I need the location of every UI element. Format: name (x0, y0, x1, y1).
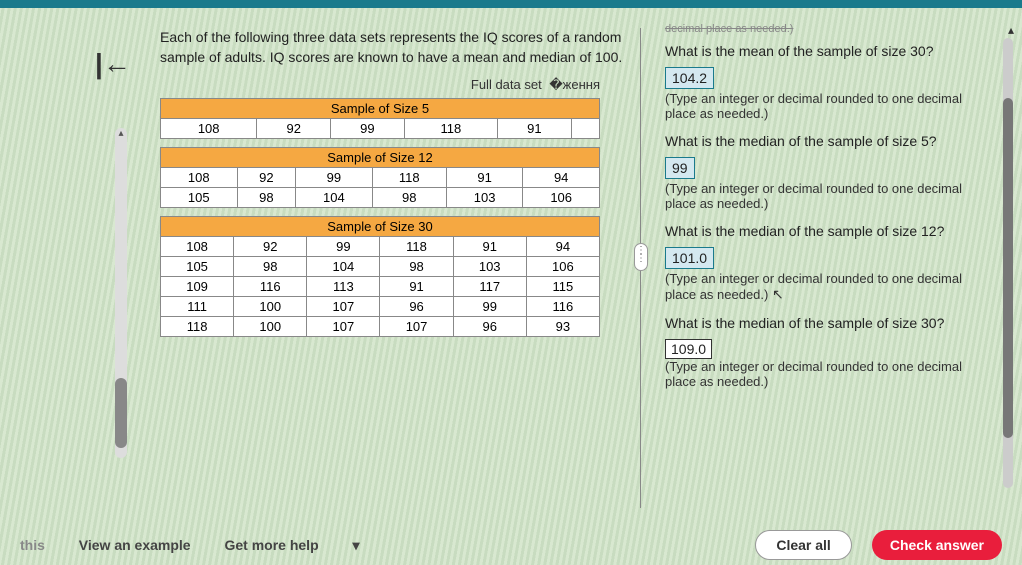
answer-input-1[interactable]: 104.2 (665, 67, 714, 89)
scroll-thumb[interactable] (115, 378, 127, 448)
table-size-30: Sample of Size 30 10892991189194 1059810… (160, 216, 600, 337)
cursor-icon: ↖ (772, 286, 784, 303)
question-median-5: What is the median of the sample of size… (665, 133, 995, 149)
check-answer-button[interactable]: Check answer (872, 530, 1002, 560)
back-button[interactable]: |← (95, 48, 131, 80)
hint-text: (Type an integer or decimal rounded to o… (665, 181, 995, 211)
question-mean-30: What is the mean of the sample of size 3… (665, 43, 995, 59)
this-label: this (20, 537, 45, 553)
view-example-link[interactable]: View an example (79, 537, 191, 553)
answer-input-4[interactable]: 109.0 (665, 339, 712, 359)
scroll-up-icon[interactable]: ▴ (1008, 23, 1014, 37)
table-size-12: Sample of Size 12 10892991189194 1059810… (160, 147, 600, 208)
table-title: Sample of Size 5 (161, 99, 600, 119)
table-title: Sample of Size 30 (161, 217, 600, 237)
popup-icon: �ження (549, 77, 600, 93)
full-data-label: Full data set (471, 77, 542, 92)
get-help-link[interactable]: Get more help ▾ (224, 537, 359, 553)
table-title: Sample of Size 12 (161, 148, 600, 168)
answer-input-2[interactable]: 99 (665, 157, 695, 179)
answer-input-3[interactable]: 101.0 (665, 247, 714, 269)
hint-text: (Type an integer or decimal rounded to o… (665, 271, 995, 303)
table-size-5: Sample of Size 5 10892 99118 91 (160, 98, 600, 139)
question-median-12: What is the median of the sample of size… (665, 223, 995, 239)
clear-all-button[interactable]: Clear all (755, 530, 851, 560)
hint-text: (Type an integer or decimal rounded to o… (665, 91, 995, 121)
scroll-thumb[interactable] (1003, 98, 1013, 438)
cutoff-text: decimal place as needed.) (665, 23, 995, 35)
left-scrollbar[interactable]: ▴ (115, 128, 127, 458)
hint-text: (Type an integer or decimal rounded to o… (665, 359, 995, 389)
question-median-30: What is the median of the sample of size… (665, 315, 995, 331)
problem-text: Each of the following three data sets re… (160, 28, 630, 67)
scroll-up-icon[interactable]: ▴ (115, 128, 127, 139)
right-scrollbar[interactable] (1003, 38, 1013, 488)
